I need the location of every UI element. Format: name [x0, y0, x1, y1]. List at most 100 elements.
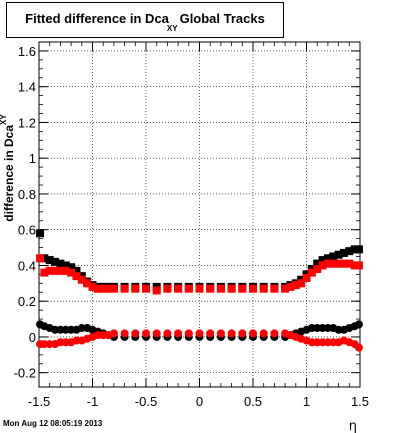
- data-point: [77, 275, 86, 284]
- data-point: [318, 256, 327, 265]
- data-point: [345, 247, 354, 256]
- data-point: [354, 320, 363, 329]
- data-point: [174, 284, 183, 293]
- data-point: [259, 284, 268, 293]
- data-point: [61, 261, 70, 270]
- data-point: [270, 284, 279, 293]
- data-point: [83, 279, 92, 288]
- y-tick-label: 1: [29, 151, 36, 166]
- data-point: [350, 245, 359, 254]
- data-point: [67, 263, 76, 272]
- data-point: [334, 259, 343, 268]
- data-point: [88, 282, 97, 291]
- y-tick-label: 0.2: [18, 294, 36, 309]
- data-point: [195, 329, 204, 338]
- data-point: [329, 252, 338, 261]
- data-point: [238, 284, 247, 293]
- data-point: [323, 254, 332, 263]
- data-point: [109, 284, 118, 293]
- data-point: [302, 273, 311, 282]
- data-point: [163, 329, 172, 338]
- data-point: [56, 259, 65, 268]
- footer-timestamp: Mon Aug 12 08:05:19 2013: [3, 419, 103, 428]
- data-point: [334, 250, 343, 259]
- data-point: [354, 343, 363, 352]
- tick-labels: -1.5 -1 -0.5 0 0.5 1 1.5 -0.2 0 0.2 0.4 0.6 0.8 1 1.2 1…: [14, 44, 369, 409]
- chart-title: Fitted difference in DcaXYGlobal Tracks: [7, 11, 283, 33]
- data-point: [99, 284, 108, 293]
- data-point: [323, 259, 332, 268]
- chart-title-suffix: Global Tracks: [179, 11, 265, 26]
- data-point: [51, 266, 60, 275]
- data-point: [184, 329, 193, 338]
- y-tick-label: 0.8: [18, 187, 36, 202]
- data-point: [313, 259, 322, 268]
- data-point: [36, 254, 45, 263]
- y-tick-label: 0.6: [18, 223, 36, 238]
- x-tick-label: 0.5: [244, 394, 262, 409]
- data-point: [163, 284, 172, 293]
- data-point: [184, 284, 193, 293]
- data-point: [227, 329, 236, 338]
- x-tick-label: -1.5: [28, 394, 50, 409]
- y-tick-label: 1.6: [18, 44, 36, 59]
- data-point: [270, 329, 279, 338]
- x-axis-label: η: [349, 419, 357, 433]
- data-point: [339, 259, 348, 268]
- chart-title-main: Fitted difference in Dca: [25, 11, 169, 26]
- chart-title-subscript: XY: [166, 24, 178, 33]
- data-point: [152, 329, 161, 338]
- y-tick-label: -0.2: [14, 366, 36, 381]
- data-point: [174, 329, 183, 338]
- y-axis-label-subscript: XY: [0, 114, 8, 125]
- data-point: [56, 266, 65, 275]
- data-point: [249, 329, 257, 338]
- data-series: [36, 229, 363, 352]
- data-point: [67, 268, 76, 277]
- data-point: [286, 282, 295, 291]
- data-point: [216, 284, 225, 293]
- y-tick-label: 1.2: [18, 115, 36, 130]
- data-point: [313, 265, 322, 274]
- data-point: [120, 329, 129, 338]
- x-tick-label: -1: [87, 394, 99, 409]
- data-point: [345, 259, 354, 268]
- y-tick-label: 0: [29, 330, 36, 345]
- data-point: [206, 284, 215, 293]
- data-point: [354, 261, 363, 270]
- data-point: [61, 266, 70, 275]
- y-tick-label: 1.4: [18, 80, 36, 95]
- data-point: [350, 261, 359, 270]
- data-point: [109, 329, 118, 338]
- data-point: [206, 329, 215, 338]
- chart-title-box: Fitted difference in DcaXYGlobal Tracks: [6, 2, 284, 38]
- data-point: [281, 284, 290, 293]
- data-point: [142, 329, 150, 338]
- data-point: [51, 257, 60, 266]
- data-point: [104, 284, 113, 293]
- x-tick-label: 1.5: [351, 394, 369, 409]
- y-axis-label-main: difference in Dca: [2, 125, 16, 222]
- data-point: [339, 248, 348, 257]
- data-point: [238, 329, 247, 338]
- y-axis-label: difference in DcaXY: [0, 114, 16, 222]
- data-point: [40, 268, 49, 277]
- data-point: [259, 329, 268, 338]
- x-tick-label: -0.5: [135, 394, 157, 409]
- data-point: [72, 272, 81, 281]
- data-point: [152, 286, 161, 295]
- data-point: [227, 284, 236, 293]
- data-point: [297, 279, 306, 288]
- data-point: [291, 281, 300, 290]
- data-point: [36, 229, 45, 238]
- x-tick-label: 1: [303, 394, 310, 409]
- data-point: [354, 245, 363, 254]
- data-point: [195, 284, 204, 293]
- series-1: [36, 254, 363, 295]
- data-point: [307, 268, 316, 277]
- data-point: [216, 329, 225, 338]
- data-point: [45, 256, 54, 265]
- data-point: [40, 254, 49, 263]
- x-tick-label: 0: [196, 394, 203, 409]
